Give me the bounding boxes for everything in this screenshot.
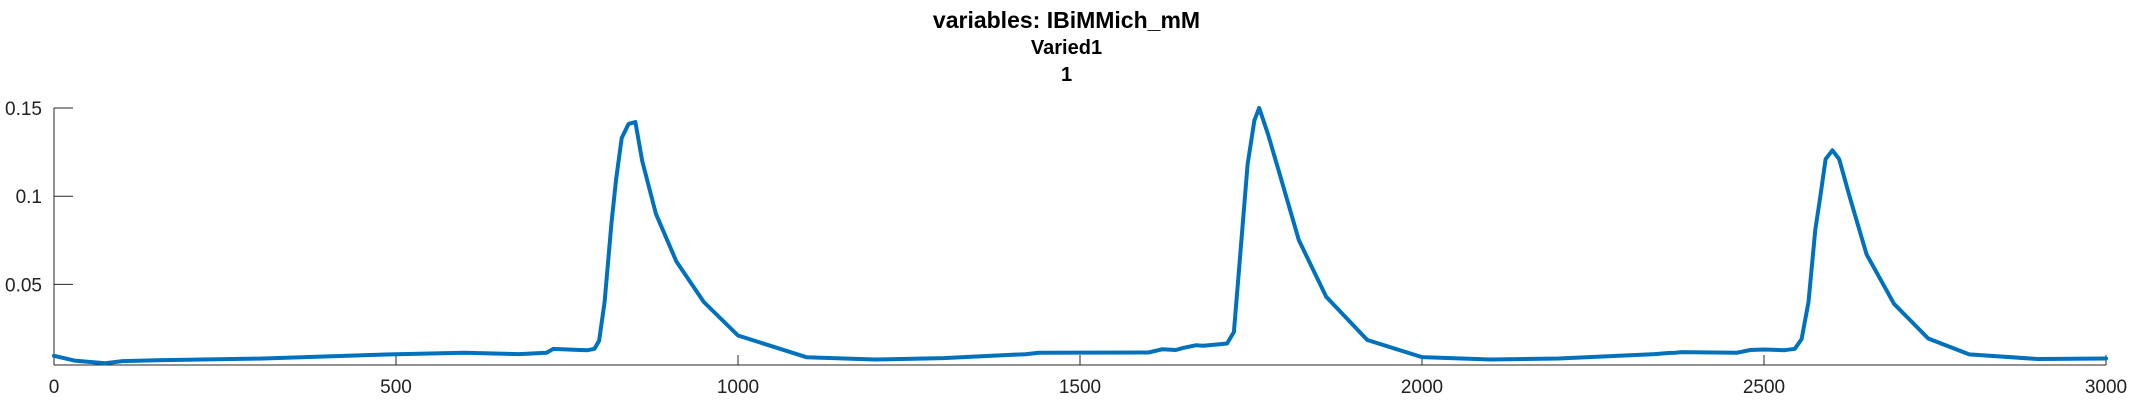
chart-subtitle-number: 1: [1061, 64, 1072, 86]
chart-subtitle: Varied1: [1031, 37, 1102, 59]
x-tick-label: 2000: [1401, 377, 1443, 398]
x-tick-label: 500: [380, 377, 412, 398]
x-tick-label: 0: [49, 377, 60, 398]
y-tick-label: 0.05: [5, 275, 42, 296]
axes: [53, 108, 2106, 366]
x-tick-label: 1500: [1059, 377, 1101, 398]
y-tick-label: 0.15: [5, 99, 42, 120]
chart-title: variables: IBiMMich_mM: [933, 7, 1200, 33]
y-tick-label: 0.1: [16, 187, 42, 208]
x-tick-label: 1000: [717, 377, 759, 398]
x-tick-label: 3000: [2085, 377, 2127, 398]
series-line-ibimmich-mm: [52, 106, 2108, 366]
ticks: 0 500 1000 1500 2000 2500 3000 0.05 0.1 0.15: [5, 99, 2127, 398]
series: [52, 106, 2108, 366]
x-tick-label: 2500: [1743, 377, 1785, 398]
